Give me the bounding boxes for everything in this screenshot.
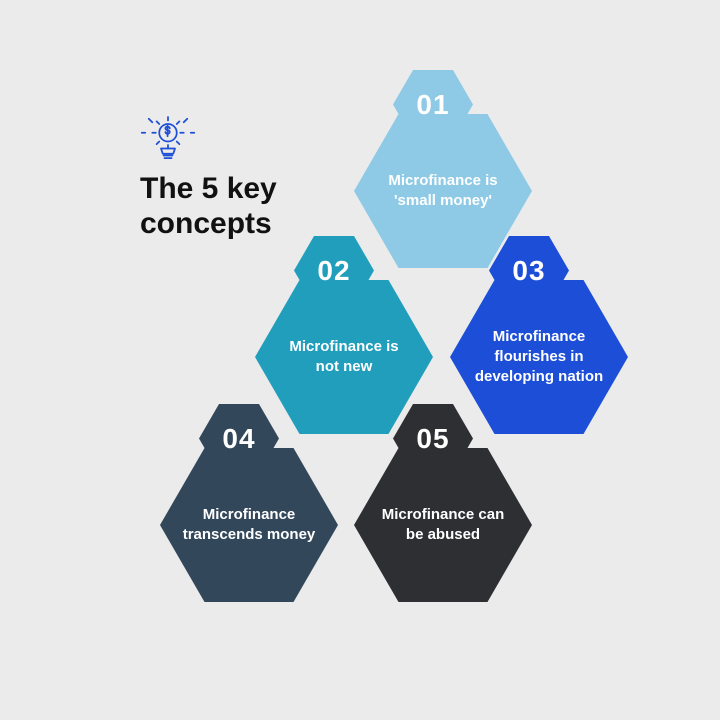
hex-badge-5: 05 xyxy=(393,404,473,473)
hex-item-5-label: Microfinance can be abused xyxy=(376,505,510,546)
lightbulb-gear-dollar-icon xyxy=(140,110,196,166)
hex-badge-1: 01 xyxy=(393,70,473,139)
hex-item-1-label: Microfinance is 'small money' xyxy=(376,171,510,212)
hex-badge-4-number: 04 xyxy=(222,423,255,455)
hex-badge-2: 02 xyxy=(294,236,374,305)
page-title: The 5 key concepts xyxy=(140,172,360,241)
hex-badge-3-number: 03 xyxy=(512,255,545,287)
hex-badge-4: 04 xyxy=(199,404,279,473)
hex-badge-3: 03 xyxy=(489,236,569,305)
hex-badge-2-number: 02 xyxy=(317,255,350,287)
infographic-canvas: The 5 key concepts Microfinance is 'smal… xyxy=(0,0,720,720)
hex-item-4-label: Microfinance transcends money xyxy=(182,505,316,546)
hex-item-3-label: Microfinance flourishes in developing na… xyxy=(472,327,606,388)
hex-badge-1-number: 01 xyxy=(416,89,449,121)
hex-item-2-label: Microfinance is not new xyxy=(277,337,411,378)
hex-badge-5-number: 05 xyxy=(416,423,449,455)
title-block: The 5 key concepts xyxy=(140,110,360,241)
